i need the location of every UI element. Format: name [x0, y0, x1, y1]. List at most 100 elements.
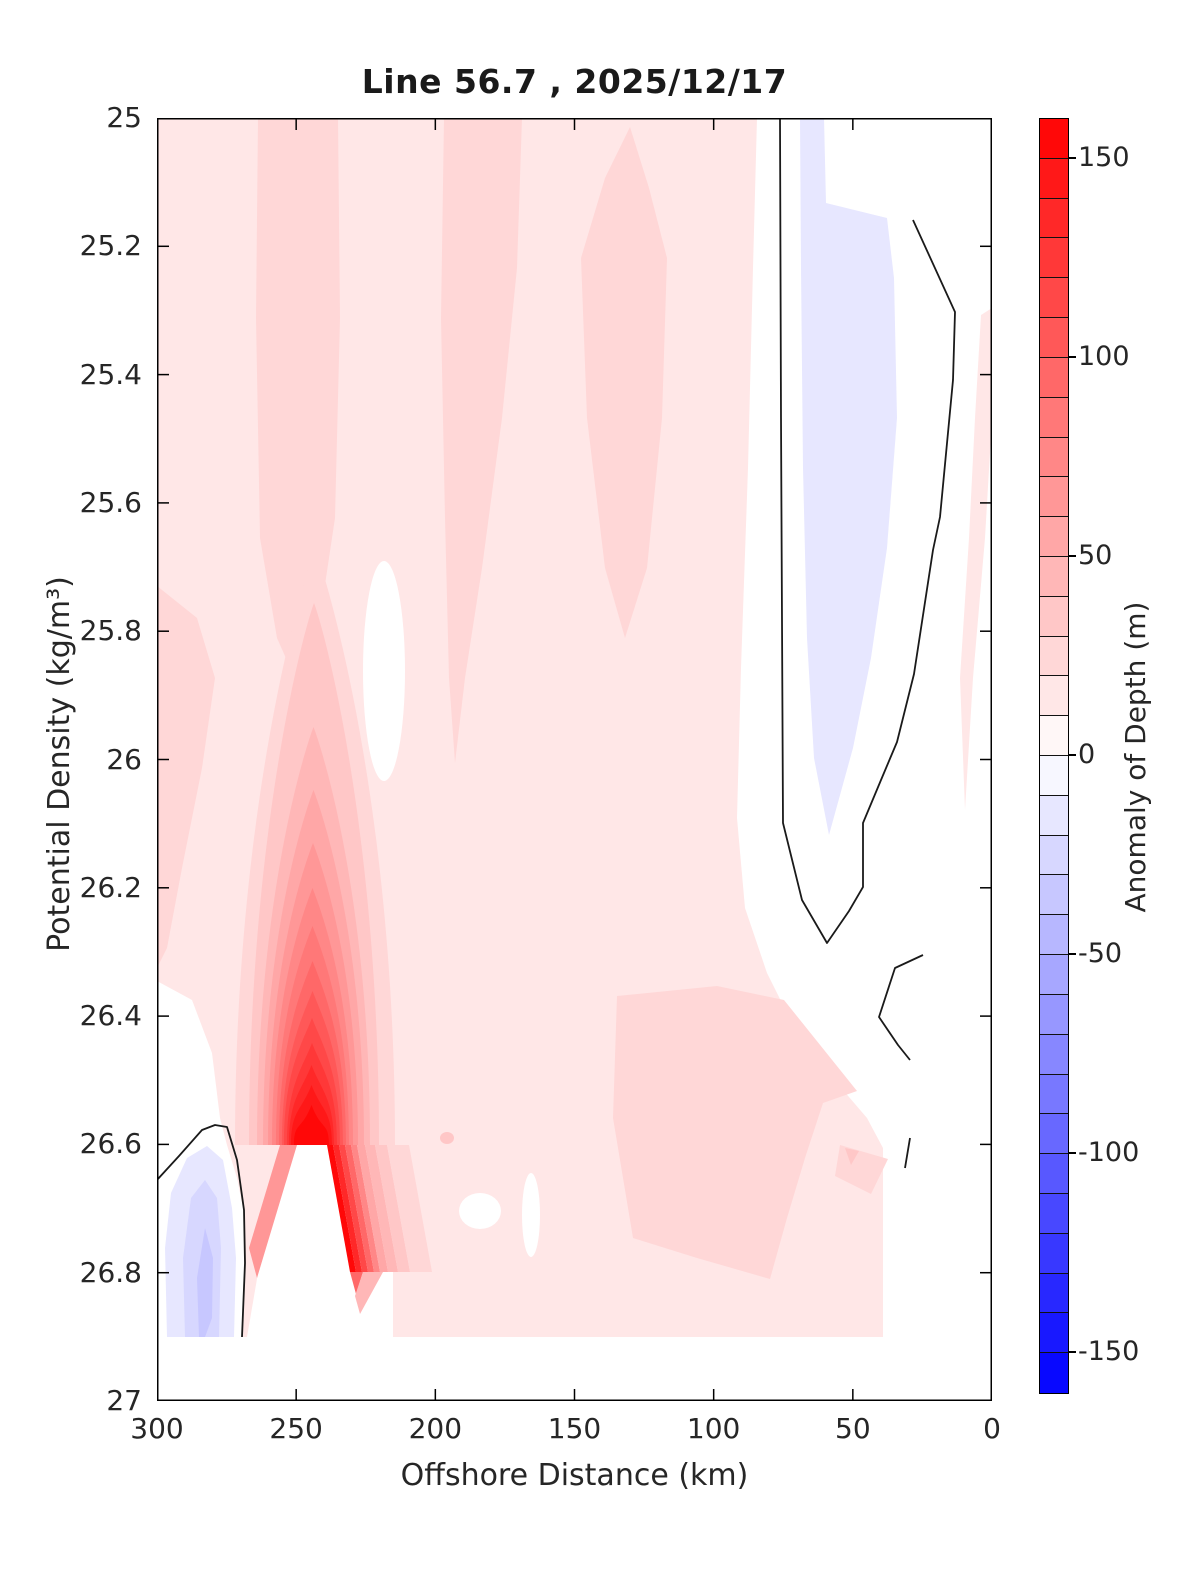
contour-band-blank [157, 1337, 992, 1401]
contour-band [613, 986, 857, 1279]
contour-band [375, 1145, 410, 1272]
x-tick-label: 150 [547, 1412, 602, 1445]
colorbar-tick-label: 150 [1078, 141, 1130, 173]
colorbar-cell [1040, 1353, 1068, 1393]
colorbar-cell [1040, 1273, 1068, 1314]
chart-title: Line 56.7 , 2025/12/17 [361, 62, 788, 101]
colorbar-cell [1040, 994, 1068, 1035]
contour-band-blank [522, 1173, 540, 1257]
contour-band [351, 1145, 380, 1272]
colorbar-cell [1040, 556, 1068, 597]
colorbar-cell [1040, 477, 1068, 518]
colorbar-tick-label: 100 [1078, 340, 1130, 372]
contour-band [440, 1132, 454, 1144]
colorbar-cell [1040, 238, 1068, 279]
contour-band-blank [363, 561, 405, 781]
plot-area [157, 118, 992, 1401]
colorbar-cell [1040, 716, 1068, 756]
colorbar-cell [1040, 676, 1068, 717]
colorbar-tick-mark [1068, 1351, 1076, 1354]
colorbar-cell [1040, 835, 1068, 876]
contour-band-blank [459, 1193, 501, 1229]
contour-band [333, 1145, 362, 1272]
y-tick-label: 26.8 [79, 1255, 142, 1289]
y-tick-label: 27 [106, 1384, 142, 1417]
contour-band [387, 1145, 432, 1272]
contour-band [256, 118, 340, 683]
contour-band [357, 1145, 388, 1272]
contour-band [327, 1145, 356, 1272]
y-tick-label: 26 [106, 742, 142, 776]
colorbar-cell [1040, 795, 1068, 836]
colorbar-cell [1040, 756, 1068, 796]
y-tick-label: 26.4 [79, 999, 142, 1033]
colorbar-tick-label: -150 [1078, 1336, 1140, 1368]
contour-band [197, 1228, 213, 1337]
colorbar-tick-mark [1068, 355, 1076, 358]
colorbar [1039, 118, 1069, 1394]
plot-border [157, 118, 992, 1401]
contour-band [960, 308, 992, 810]
y-tick-label: 26.6 [79, 1127, 142, 1161]
colorbar-tick-mark [1068, 1152, 1076, 1155]
zero-contour-line [878, 954, 924, 1061]
contour-band [835, 1145, 888, 1194]
contour-band [345, 1145, 374, 1272]
colorbar-cell [1040, 1313, 1068, 1354]
x-tick-label: 0 [983, 1412, 1001, 1445]
colorbar-cell [1040, 1114, 1068, 1155]
colorbar-tick-label: -100 [1078, 1137, 1140, 1169]
colorbar-cell [1040, 357, 1068, 398]
y-tick-label: 25.6 [79, 485, 142, 519]
y-tick-label: 25.8 [79, 614, 142, 648]
x-axis-label: Offshore Distance (km) [400, 1458, 749, 1493]
y-axis-label: Potential Density (kg/m³) [42, 576, 77, 952]
colorbar-tick-mark [1068, 953, 1076, 956]
contour-band [800, 118, 897, 835]
y-tick-label: 25.2 [79, 229, 142, 263]
zero-contour-line [779, 118, 956, 944]
colorbar-cell [1040, 158, 1068, 199]
colorbar-label: Anomaly of Depth (m) [1119, 601, 1152, 913]
colorbar-cell [1040, 915, 1068, 956]
colorbar-cell [1040, 517, 1068, 557]
colorbar-tick-label: -50 [1078, 938, 1123, 970]
colorbar-cell [1040, 636, 1068, 677]
colorbar-tick-mark [1068, 554, 1076, 557]
colorbar-cell [1040, 318, 1068, 358]
contour-band [249, 1145, 297, 1278]
colorbar-cell [1040, 1193, 1068, 1234]
contour-band [581, 127, 667, 638]
x-tick-label: 200 [408, 1412, 463, 1445]
colorbar-tick-mark [1068, 754, 1076, 756]
contour-band [157, 586, 215, 968]
x-tick-label: 50 [835, 1412, 871, 1445]
contour-band [339, 1145, 368, 1272]
y-tick-label: 26.2 [79, 870, 142, 904]
colorbar-cell [1040, 437, 1068, 478]
zero-contour-line [157, 1124, 246, 1338]
colorbar-cell [1040, 1034, 1068, 1075]
colorbar-cell [1040, 955, 1068, 995]
colorbar-cell [1040, 397, 1068, 438]
contour-field [157, 118, 992, 1401]
colorbar-cell [1040, 1154, 1068, 1194]
colorbar-tick-label: 0 [1078, 739, 1096, 770]
x-tick-label: 100 [686, 1412, 741, 1445]
y-tick-label: 25 [106, 101, 142, 134]
contour-band [294, 1105, 329, 1145]
y-tick-label: 25.4 [79, 357, 142, 391]
colorbar-tick-label: 50 [1078, 539, 1113, 571]
colorbar-cell [1040, 198, 1068, 239]
x-tick-label: 250 [269, 1412, 323, 1445]
contour-band [350, 1272, 363, 1294]
colorbar-cell [1040, 596, 1068, 637]
colorbar-cell [1040, 875, 1068, 916]
colorbar-cell [1040, 278, 1068, 319]
contour-band [845, 1148, 859, 1165]
colorbar-tick-mark [1068, 156, 1076, 159]
colorbar-cell [1040, 1233, 1068, 1274]
contour-band [355, 1272, 383, 1314]
colorbar-cell [1040, 119, 1068, 159]
